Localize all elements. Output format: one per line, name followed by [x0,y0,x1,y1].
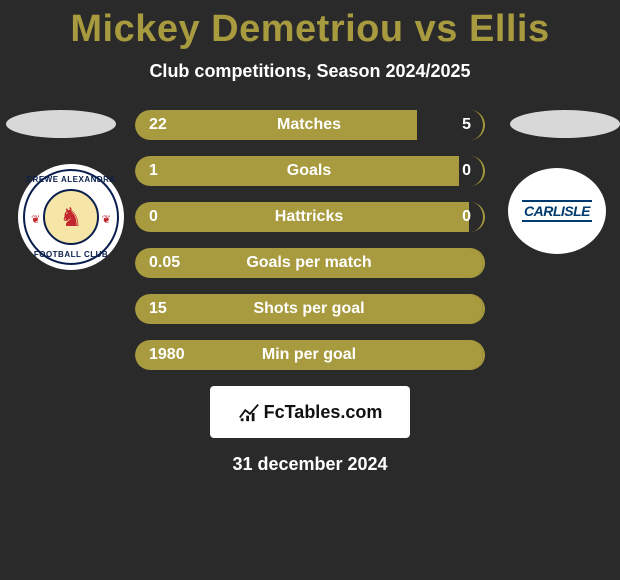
stat-right-value: 0 [462,208,471,226]
chart-icon [238,401,260,423]
team-badge-right: CARLISLE [508,168,606,254]
stat-label: Goals [287,162,331,180]
stat-row-hattricks: 0 Hattricks 0 [135,202,485,232]
stat-row-min-per-goal: 1980 Min per goal [135,340,485,370]
stat-label: Shots per goal [253,300,364,318]
stat-label: Matches [277,116,341,134]
player-shadow-right [510,110,620,138]
date-text: 31 december 2024 [0,454,620,475]
stat-right-value: 5 [462,116,471,134]
crewe-text-bottom: FOOTBALL CLUB [34,250,108,259]
stat-row-goals-per-match: 0.05 Goals per match [135,248,485,278]
stat-left-value: 15 [149,300,167,318]
player-shadow-left [6,110,116,138]
stat-left-value: 22 [149,116,167,134]
stat-left-value: 0 [149,208,158,226]
stat-left-value: 0.05 [149,254,180,272]
stat-row-matches: 22 Matches 5 [135,110,485,140]
page-title: Mickey Demetriou vs Ellis [0,0,620,51]
stat-left-value: 1980 [149,346,185,364]
carlisle-logo-text: CARLISLE [522,200,592,222]
comparison-area: CREWE ALEXANDRA ❦ ♞ ❦ FOOTBALL CLUB CARL… [0,110,620,370]
stat-bar-fill [135,110,417,140]
footer-brand-text: FcTables.com [264,402,383,423]
fctables-logo: FcTables.com [210,386,410,438]
page-subtitle: Club competitions, Season 2024/2025 [0,61,620,82]
crewe-laurel-left: ❦ [31,213,40,226]
crewe-laurel-right: ❦ [102,213,111,226]
stat-label: Hattricks [275,208,343,226]
team-badge-left: CREWE ALEXANDRA ❦ ♞ ❦ FOOTBALL CLUB [18,164,124,270]
crewe-lion-icon: ♞ [43,189,99,245]
stat-left-value: 1 [149,162,158,180]
stat-right-value: 0 [462,162,471,180]
stat-row-shots-per-goal: 15 Shots per goal [135,294,485,324]
stat-bars: 22 Matches 5 1 Goals 0 0 Hattricks 0 0.05 Goals pe… [135,110,485,370]
crewe-text-top: CREWE ALEXANDRA [26,175,115,184]
stat-row-goals: 1 Goals 0 [135,156,485,186]
stat-label: Goals per match [246,254,371,272]
crewe-badge: CREWE ALEXANDRA ❦ ♞ ❦ FOOTBALL CLUB [23,169,119,265]
stat-label: Min per goal [262,346,356,364]
